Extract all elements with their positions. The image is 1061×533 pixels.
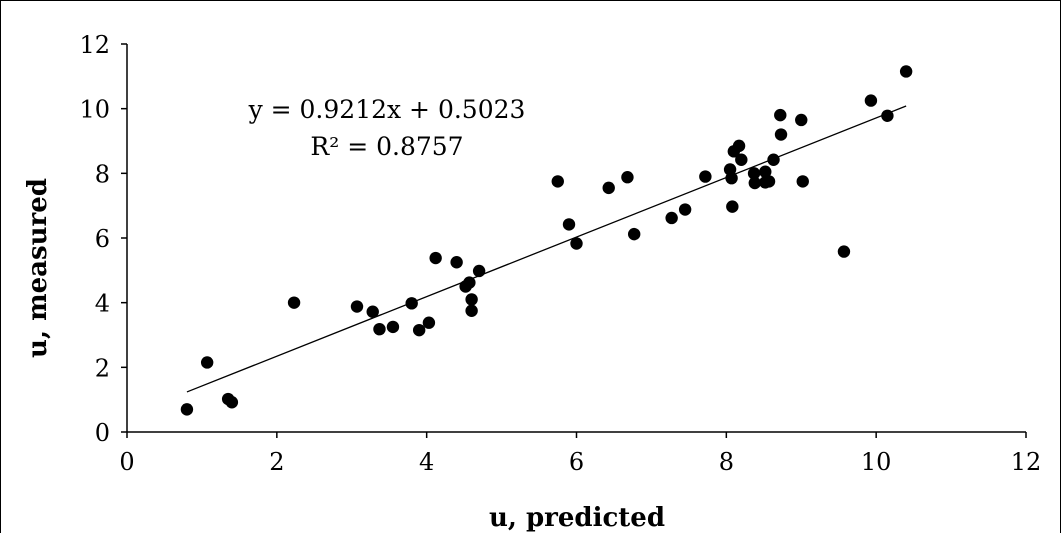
trendline <box>186 105 907 393</box>
data-point <box>562 218 576 231</box>
data-point <box>472 264 486 278</box>
data-point <box>386 320 400 334</box>
data-point <box>747 167 761 180</box>
y-tick-label: 2 <box>95 354 110 382</box>
data-point <box>450 256 463 269</box>
data-point <box>735 153 748 166</box>
data-point <box>465 293 478 306</box>
data-point <box>767 153 780 166</box>
data-point <box>412 323 426 337</box>
data-point <box>774 108 787 122</box>
y-tick-label: 0 <box>95 419 110 447</box>
data-point <box>725 171 738 185</box>
x-tick-label: 4 <box>419 448 434 476</box>
data-point <box>200 356 214 369</box>
data-point <box>665 211 678 225</box>
data-point <box>180 403 194 416</box>
data-point <box>899 65 913 78</box>
data-point <box>350 300 364 313</box>
y-tick-label: 12 <box>79 31 110 59</box>
x-tick-label: 10 <box>861 448 892 476</box>
data-point <box>602 181 615 195</box>
y-tick-label: 4 <box>95 290 110 318</box>
x-tick-label: 8 <box>719 448 734 476</box>
y-axis-title: u, measured <box>23 178 53 358</box>
ticks: 0 2 4 6 8 10 12 0 2 4 6 8 10 12 <box>79 31 1041 476</box>
data-point <box>837 245 851 258</box>
data-point <box>422 316 436 329</box>
x-tick-label: 6 <box>569 448 584 476</box>
data-point <box>551 175 564 188</box>
data-point <box>795 113 808 127</box>
y-tick-label: 10 <box>79 96 110 124</box>
data-point <box>287 296 301 309</box>
data-point <box>774 128 788 141</box>
y-tick-label: 8 <box>95 160 110 188</box>
data-point <box>373 322 386 336</box>
data-point <box>366 305 379 318</box>
data-points <box>180 65 913 416</box>
data-point <box>405 297 418 310</box>
data-point <box>796 175 809 188</box>
data-point <box>621 171 634 184</box>
data-point <box>726 200 739 213</box>
data-point <box>699 170 712 183</box>
x-tick-label: 12 <box>1011 448 1042 476</box>
data-point <box>429 251 442 265</box>
x-tick-label: 0 <box>119 448 134 476</box>
data-point <box>570 237 583 250</box>
data-point <box>864 94 878 107</box>
trendline-r-squared: R² = 0.8757 <box>310 132 463 161</box>
data-point <box>225 396 239 409</box>
data-point <box>748 176 762 190</box>
data-point <box>759 165 772 178</box>
data-point <box>881 109 894 122</box>
data-point <box>678 203 692 216</box>
trendline-equation: y = 0.9212x + 0.5023 <box>248 95 526 124</box>
data-point <box>627 227 641 241</box>
x-axis-title: u, predicted <box>489 503 665 533</box>
y-tick-label: 6 <box>95 225 110 253</box>
x-tick-label: 2 <box>269 448 284 476</box>
data-point <box>465 304 478 317</box>
data-point <box>762 175 776 188</box>
data-point <box>463 276 476 289</box>
data-point <box>732 139 746 153</box>
